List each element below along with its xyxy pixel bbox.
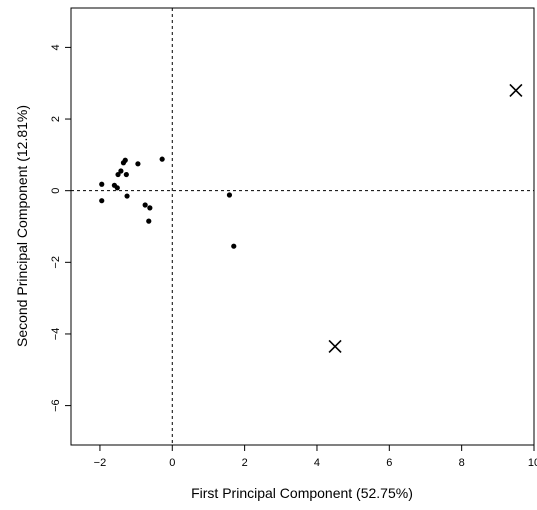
x-tick-label: −2: [94, 457, 107, 469]
data-point: [124, 193, 130, 199]
y-tick-label: −6: [50, 399, 62, 412]
x-tick-label: 6: [386, 457, 392, 469]
x-axis: −2 0 2 4 6 8 10: [94, 445, 537, 469]
data-point: [120, 160, 127, 166]
data-point: [146, 218, 152, 224]
y-tick-label: 4: [50, 44, 62, 50]
data-point: [123, 171, 129, 178]
y-axis-title: Second Principal Component (12.81%): [14, 105, 30, 347]
data-point: [159, 156, 165, 162]
x-axis-title: First Principal Component (52.75%): [191, 485, 413, 501]
data-point: [231, 243, 237, 249]
y-tick-label: 0: [50, 188, 62, 194]
y-axis: −6 −4 −2 0 2 4: [50, 44, 71, 412]
plot-frame: [70, 7, 535, 446]
data-point: [118, 168, 124, 174]
data-point: [135, 161, 141, 167]
data-point: [226, 192, 233, 198]
outlier-cross-point: [328, 339, 342, 354]
y-tick-label: −2: [50, 256, 62, 269]
data-point: [142, 202, 148, 208]
data-point: [114, 185, 120, 191]
x-tick-label: 8: [459, 457, 465, 469]
x-tick-label: 10: [528, 457, 537, 469]
data-point: [99, 198, 105, 204]
data-point: [99, 181, 105, 187]
x-tick-label: 0: [169, 457, 175, 469]
data-point: [115, 171, 121, 178]
data-points: [99, 83, 523, 354]
reference-lines: [71, 8, 534, 445]
x-tick-label: 4: [314, 457, 320, 469]
x-tick-label: 2: [242, 457, 248, 469]
data-point: [147, 205, 153, 211]
y-tick-label: −4: [50, 328, 62, 341]
outlier-cross-point: [509, 83, 523, 97]
y-tick-label: 2: [50, 116, 62, 122]
